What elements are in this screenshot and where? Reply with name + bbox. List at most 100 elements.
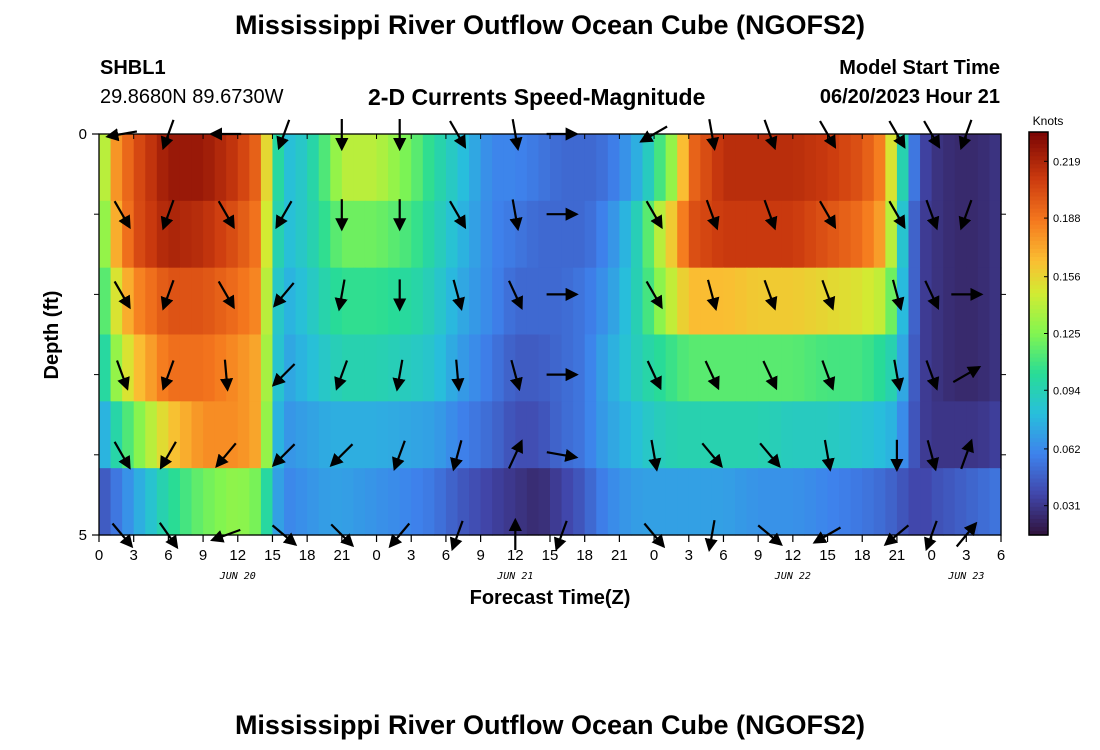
x-axis: 0 3 6 9 12 15 18 21 0 3 6 9 12 15 18 21 0 3 6 9 12 15 18 21 0 3 6 <box>95 134 1005 564</box>
colorbar-segment <box>1029 422 1048 427</box>
heatmap-cell <box>469 200 482 269</box>
current-vector-arrow <box>546 448 579 462</box>
x-tick-label: 12 <box>507 547 524 564</box>
x-tick-label: 18 <box>299 547 316 564</box>
x-tick-label: 15 <box>264 547 281 564</box>
colorbar: 0.219 0.188 0.156 0.125 0.094 0.062 0.031 <box>1028 131 1081 536</box>
heatmap-cell <box>850 134 863 202</box>
heatmap-cell <box>203 334 216 402</box>
colorbar-segment <box>1029 317 1048 323</box>
heatmap-cell <box>607 468 620 536</box>
heatmap-cell <box>133 334 146 402</box>
heatmap-cell <box>989 401 1002 469</box>
heatmap-cell <box>573 134 586 202</box>
colorbar-segment <box>1029 325 1048 331</box>
current-vector-arrow <box>821 439 835 472</box>
current-vector-arrow <box>648 439 662 472</box>
heatmap-cell <box>642 401 655 469</box>
heatmap-cell <box>307 134 320 202</box>
heatmap-cell <box>943 468 956 536</box>
colorbar-segment <box>1029 144 1048 149</box>
heatmap-cell <box>122 334 135 402</box>
date-label: JUN 22 <box>774 571 811 582</box>
heatmap-cell <box>364 134 378 202</box>
heatmap-cell <box>862 468 875 536</box>
heatmap-cell <box>954 334 967 402</box>
current-vector-arrow <box>960 438 974 470</box>
heatmap-cell <box>839 267 852 336</box>
heatmap-cell <box>538 334 551 402</box>
colorbar-segment <box>1029 442 1048 447</box>
colorbar-segment <box>1029 160 1048 165</box>
heatmap-cell <box>873 134 886 202</box>
heatmap-cell <box>191 401 204 469</box>
colorbar-segment <box>1029 309 1048 314</box>
heatmap-cell <box>492 134 505 202</box>
x-tick-label: 15 <box>542 547 559 564</box>
heatmap-cell <box>584 334 597 402</box>
heatmap-cell <box>411 401 424 469</box>
heatmap-cell <box>769 334 782 402</box>
heatmap-cell <box>526 200 540 269</box>
heatmap-cell <box>249 200 262 269</box>
heatmap-cell <box>388 468 401 536</box>
heatmap-cell <box>746 401 759 469</box>
heatmap-cell <box>584 401 597 469</box>
heatmap-cell <box>272 468 285 536</box>
colorbar-segment <box>1029 458 1048 464</box>
heatmap-cell <box>237 334 250 402</box>
x-tick-label: 3 <box>407 547 415 564</box>
colorbar-segment <box>1029 365 1048 371</box>
heatmap-cell <box>804 134 817 202</box>
heatmap-cell <box>746 267 759 336</box>
current-vector-arrow <box>329 443 354 467</box>
heatmap-cell <box>607 334 620 402</box>
colorbar-segment <box>1029 446 1048 451</box>
heatmap-cell <box>746 334 759 402</box>
heatmap-cell <box>677 134 690 202</box>
heatmap-cell <box>318 401 331 469</box>
colorbar-segment <box>1029 192 1048 198</box>
heatmap-cell <box>584 468 597 536</box>
x-tick-label: 9 <box>476 547 484 564</box>
heatmap-cell <box>133 200 146 269</box>
heatmap-cell <box>469 267 482 336</box>
colorbar-segment <box>1029 240 1048 246</box>
heatmap-cell <box>619 334 632 402</box>
heatmap-cell <box>284 468 297 536</box>
heatmap-cell <box>619 134 632 202</box>
current-vector-arrow <box>451 359 465 392</box>
heatmap-cell <box>168 267 181 336</box>
colorbar-segment <box>1029 502 1048 508</box>
colorbar-tick-label: 0.031 <box>1053 501 1081 513</box>
colorbar-segment <box>1029 498 1048 504</box>
heatmap-cell <box>792 334 806 402</box>
heatmap-cell <box>700 334 713 402</box>
heatmap-cell <box>688 401 701 469</box>
heatmap-cell <box>654 267 667 336</box>
heatmap-cell <box>99 267 112 336</box>
heatmap-cell <box>792 267 806 336</box>
heatmap-cell <box>665 334 678 402</box>
colorbar-segment <box>1029 248 1048 254</box>
current-vector-arrow <box>217 200 235 230</box>
heatmap-cell <box>526 334 540 402</box>
heatmap-cell <box>792 200 806 269</box>
heatmap-cell <box>596 401 609 469</box>
heatmap-cell <box>330 134 343 202</box>
current-vector-arrow <box>705 199 720 231</box>
heatmap-cell <box>862 334 875 402</box>
colorbar-segment <box>1029 269 1048 274</box>
heatmap-cell <box>966 267 979 336</box>
heatmap-cell <box>977 334 991 402</box>
current-vector-arrow <box>645 280 663 310</box>
heatmap-cell <box>203 267 216 336</box>
heatmap-cell <box>839 200 852 269</box>
heatmap-cell <box>977 401 991 469</box>
heatmap-cell <box>792 468 806 536</box>
colorbar-segment <box>1029 518 1048 524</box>
current-vector-arrow <box>509 359 523 392</box>
heatmap-cell <box>758 267 771 336</box>
heatmap-cell <box>376 267 389 336</box>
colorbar-segment <box>1029 430 1048 435</box>
